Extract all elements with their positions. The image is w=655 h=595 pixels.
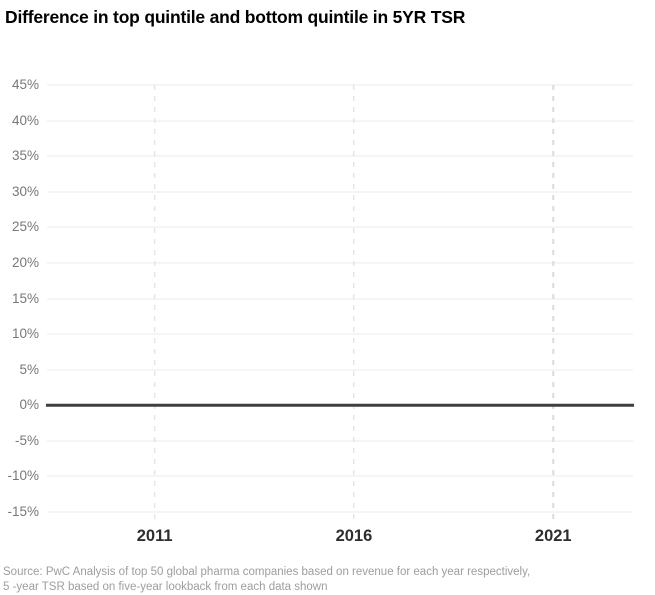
y-axis-tick-label: 10% — [11, 326, 39, 342]
source-line-1: Source: PwC Analysis of top 50 global ph… — [3, 566, 531, 578]
vertical-dashed-gridline — [153, 85, 156, 524]
y-axis-tick-label: 0% — [19, 397, 39, 413]
horizontal-gridline — [47, 511, 633, 513]
horizontal-gridline — [47, 191, 633, 193]
source-line-2: 5 -year TSR based on five-year lookback … — [3, 581, 328, 593]
y-axis-tick-label: -15% — [7, 504, 39, 520]
horizontal-gridline — [47, 155, 633, 157]
y-axis-tick-label: 40% — [11, 112, 39, 128]
horizontal-gridline — [47, 475, 633, 477]
y-axis-tick-label: 25% — [11, 219, 39, 235]
x-axis-tick-label: 2021 — [534, 527, 572, 545]
x-axis-tick-label: 2016 — [335, 527, 373, 545]
horizontal-gridline — [47, 262, 633, 264]
horizontal-gridline — [47, 120, 633, 122]
plot-area: 45% 40% 35% 30% 25% 20% 15% 10% 5% 0% -5% -10% -15% 2… — [7, 77, 634, 545]
vertical-dashed-gridline — [353, 85, 355, 524]
x-axis-tick-label: 2011 — [136, 527, 173, 545]
horizontal-gridline — [47, 369, 633, 371]
y-axis-tick-label: 20% — [11, 255, 39, 271]
horizontal-gridline — [47, 333, 633, 335]
horizontal-gridline — [47, 298, 633, 299]
source-note: Source: PwC Analysis of top 50 global ph… — [3, 565, 530, 595]
vertical-dashed-gridline — [552, 85, 555, 524]
y-axis-tick-label: 15% — [11, 290, 39, 306]
y-axis-tick-label: -5% — [14, 433, 39, 449]
horizontal-gridline — [47, 84, 633, 86]
horizontal-gridline — [47, 226, 633, 228]
zero-baseline — [46, 404, 634, 407]
y-axis-tick-label: -10% — [7, 468, 39, 484]
chart-title: Difference in top quintile and bottom qu… — [5, 7, 466, 27]
y-axis-tick-label: 35% — [11, 148, 39, 164]
y-axis-tick-label: 30% — [11, 183, 39, 199]
horizontal-gridline — [47, 440, 633, 442]
y-axis-tick-label: 45% — [11, 77, 39, 93]
y-axis-tick-label: 5% — [19, 361, 39, 377]
